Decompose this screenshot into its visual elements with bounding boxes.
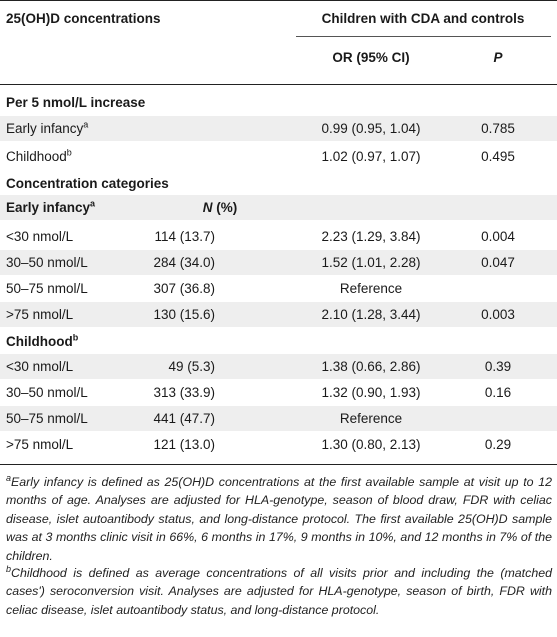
footnote-b-marker: b [6, 563, 12, 574]
row-n: 130 (15.6) [153, 307, 215, 322]
row-p: 0.495 [481, 149, 515, 164]
header-p: P [493, 50, 503, 65]
section-categories-label: Concentration categories [6, 176, 169, 191]
shade-band [0, 354, 557, 379]
footnote-b: bChildhood is defined as average concent… [6, 564, 552, 619]
row-label: >75 nmol/L [6, 307, 74, 322]
row-label: 30–50 nmol/L [6, 255, 88, 270]
row-or: Reference [339, 411, 403, 426]
shade-band [0, 250, 557, 275]
header-concentrations: 25(OH)D concentrations [6, 11, 161, 26]
row-label: 50–75 nmol/L [6, 281, 88, 296]
footnote-b-text: Childhood is defined as average concentr… [6, 566, 552, 617]
shade-band [0, 195, 557, 220]
row-p: 0.785 [481, 121, 515, 136]
row-p: 0.004 [481, 229, 515, 244]
row-label: Childhoodb [6, 147, 72, 164]
row-label: Early infancya [6, 119, 89, 136]
footnote-a-marker: a [6, 472, 12, 483]
row-or: 1.52 (1.01, 2.28) [321, 255, 421, 270]
shade-band [0, 302, 557, 327]
row-p: 0.16 [484, 385, 512, 400]
shade-band [0, 116, 557, 141]
row-n: 313 (33.9) [153, 385, 215, 400]
shade-band [0, 406, 557, 431]
row-or: Reference [339, 281, 403, 296]
row-p: 0.047 [481, 255, 515, 270]
row-or: 1.38 (0.66, 2.86) [321, 359, 421, 374]
bottom-rule [0, 464, 557, 465]
row-n: 284 (34.0) [153, 255, 215, 270]
row-label: 50–75 nmol/L [6, 411, 88, 426]
row-label: <30 nmol/L [6, 359, 74, 374]
row-or: 2.10 (1.28, 3.44) [321, 307, 421, 322]
row-label: >75 nmol/L [6, 437, 74, 452]
row-n: 49 (5.3) [168, 359, 215, 374]
row-or: 1.30 (0.80, 2.13) [321, 437, 421, 452]
row-label: <30 nmol/L [6, 229, 74, 244]
row-n: 441 (47.7) [153, 411, 215, 426]
footnote-a-text: Early infancy is defined as 25(OH)D conc… [6, 475, 552, 563]
row-n: 114 (13.7) [154, 229, 215, 244]
section-per5-label: Per 5 nmol/L increase [6, 95, 146, 110]
header-rule [0, 84, 557, 85]
row-or: 1.32 (0.90, 1.93) [321, 385, 421, 400]
row-or: 2.23 (1.29, 3.84) [321, 229, 421, 244]
group-rule [296, 36, 551, 37]
header-group: Children with CDA and controls [321, 11, 525, 26]
row-p: 0.003 [481, 307, 515, 322]
row-n: 307 (36.8) [153, 281, 215, 296]
header-n: N (%) [202, 200, 238, 215]
row-or: 1.02 (0.97, 1.07) [321, 149, 421, 164]
row-label: 30–50 nmol/L [6, 385, 88, 400]
row-or: 0.99 (0.95, 1.04) [321, 121, 421, 136]
subsection-child-label: Childhoodb [6, 332, 79, 349]
row-p: 0.29 [484, 437, 512, 452]
header-or: OR (95% CI) [332, 50, 410, 65]
row-n: 121 (13.0) [153, 437, 215, 452]
footnote-a: aEarly infancy is defined as 25(OH)D con… [6, 473, 552, 565]
top-rule [0, 0, 557, 1]
subsection-early-label: Early infancya [6, 198, 96, 215]
row-p: 0.39 [484, 359, 512, 374]
